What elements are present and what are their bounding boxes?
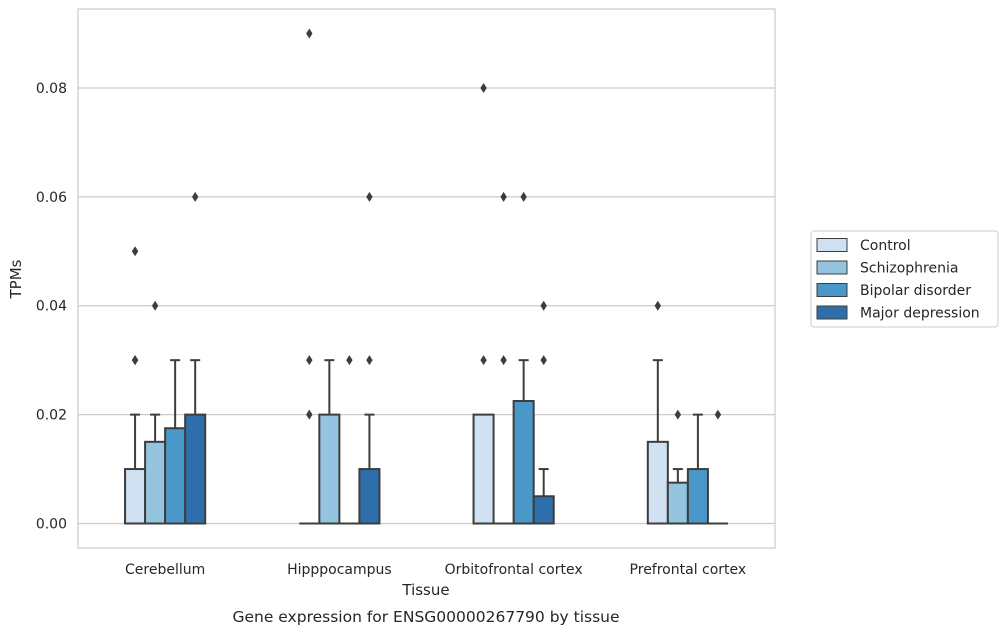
box-body bbox=[472, 413, 495, 525]
x-axis-label: Tissue bbox=[401, 581, 449, 599]
box-group bbox=[184, 191, 207, 525]
outlier-point bbox=[500, 191, 507, 202]
outlier-point bbox=[520, 191, 527, 202]
box-group bbox=[358, 191, 381, 525]
outlier-point bbox=[500, 355, 507, 366]
box-group bbox=[512, 191, 535, 525]
box-marks bbox=[124, 28, 728, 525]
box-body bbox=[144, 440, 167, 525]
outlier-point bbox=[191, 191, 199, 202]
box-group bbox=[299, 28, 320, 525]
box-group bbox=[164, 359, 187, 525]
y-tick-label: 0.08 bbox=[36, 81, 67, 97]
outlier-point bbox=[306, 28, 313, 39]
outlier-point bbox=[366, 191, 373, 202]
outlier-point bbox=[306, 409, 313, 420]
x-tick-label: Hipppocampus bbox=[287, 562, 392, 578]
box-body bbox=[646, 440, 669, 525]
y-axis-ticks: 0.00 0.02 0.04 0.06 0.08 bbox=[36, 81, 67, 533]
plot-area-frame bbox=[77, 8, 776, 549]
x-tick-label: Cerebellum bbox=[125, 562, 205, 578]
box-group bbox=[318, 359, 341, 525]
box-group bbox=[124, 246, 147, 525]
y-tick-label: 0.06 bbox=[36, 190, 67, 206]
outlier-point bbox=[151, 300, 159, 311]
outlier-point bbox=[131, 355, 139, 366]
outlier-point bbox=[131, 246, 139, 257]
legend-label: Schizophrenia bbox=[860, 261, 958, 277]
outlier-point bbox=[714, 409, 722, 420]
box-group bbox=[493, 191, 514, 525]
box-group bbox=[532, 300, 555, 525]
outlier-point bbox=[480, 355, 487, 366]
y-tick-label: 0.00 bbox=[36, 517, 67, 533]
x-tick-label: Orbitofrontal cortex bbox=[445, 562, 583, 578]
box-body bbox=[358, 468, 381, 525]
box-body bbox=[686, 468, 709, 525]
box-body bbox=[164, 427, 187, 525]
outlier-point bbox=[540, 300, 547, 311]
y-tick-label: 0.02 bbox=[36, 408, 67, 424]
box-body bbox=[532, 495, 555, 525]
box-group bbox=[646, 300, 669, 525]
x-tick-label: Prefrontal cortex bbox=[630, 562, 747, 578]
y-tick-label: 0.04 bbox=[36, 299, 67, 315]
box-body bbox=[666, 481, 689, 525]
outlier-point bbox=[674, 409, 682, 420]
outlier-point bbox=[366, 355, 373, 366]
box-group bbox=[686, 413, 709, 525]
outlier-point bbox=[540, 355, 547, 366]
box-body bbox=[184, 413, 207, 525]
legend-label: Control bbox=[860, 238, 911, 254]
legend: Control Schizophrenia Bipolar disorder Majo… bbox=[810, 230, 999, 328]
outlier-point bbox=[654, 300, 662, 311]
outlier-point bbox=[480, 82, 487, 93]
legend-swatch bbox=[816, 305, 848, 320]
box-body bbox=[124, 468, 147, 525]
box-group bbox=[707, 409, 728, 525]
legend-frame bbox=[810, 230, 999, 328]
box-group bbox=[666, 409, 689, 525]
chart-caption: Gene expression for ENSG00000267790 by t… bbox=[232, 608, 619, 626]
legend-label: Major depression bbox=[860, 306, 980, 322]
box-group bbox=[472, 82, 495, 525]
box-body bbox=[318, 413, 341, 525]
legend-label: Bipolar disorder bbox=[860, 283, 971, 299]
outlier-point bbox=[306, 355, 313, 366]
x-axis-ticks: Cerebellum Hipppocampus Orbitofrontal cort… bbox=[125, 562, 746, 578]
legend-swatch bbox=[816, 238, 848, 252]
legend-entries: Control Schizophrenia Bipolar disorder Majo… bbox=[816, 238, 980, 322]
box-body bbox=[512, 400, 535, 525]
outlier-point bbox=[346, 355, 353, 366]
legend-swatch bbox=[816, 283, 848, 297]
y-axis-label: TPMs bbox=[7, 259, 25, 299]
box-group bbox=[144, 300, 167, 525]
legend-swatch bbox=[816, 260, 848, 275]
box-group bbox=[339, 355, 360, 525]
